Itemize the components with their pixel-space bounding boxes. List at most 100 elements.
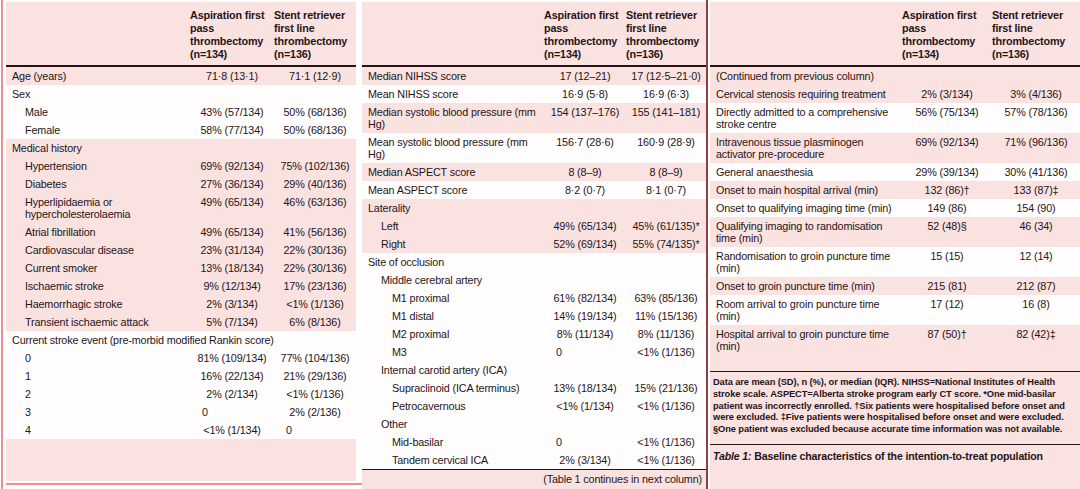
row-value: 16·9 (6·3)	[626, 85, 706, 103]
row-value: 77% (104/136)	[274, 349, 356, 367]
row-value: 13% (18/134)	[190, 259, 274, 277]
row-label: Mean systolic blood pressure (mm Hg)	[362, 133, 544, 163]
table-row: Hypertension69% (92/134)75% (102/136)	[6, 157, 356, 175]
row-label: Current smoker	[6, 259, 190, 277]
table-row: M2 proximal8% (11/134)8% (11/136)	[362, 325, 706, 343]
row-value: 5% (7/134)	[190, 313, 274, 331]
table-row: Cervical stenosis requiring treatment2% …	[710, 85, 1080, 103]
row-value: 30% (41/136)	[992, 163, 1080, 181]
table-row: Internal carotid artery (ICA)	[362, 361, 706, 379]
table-row: Medical history	[6, 139, 356, 157]
row-label: Tandem cervical ICA	[362, 451, 544, 469]
row-label: Other	[362, 415, 706, 433]
row-value: 0	[190, 403, 274, 421]
row-value: 71% (96/136)	[992, 133, 1080, 151]
row-value: <1% (1/136)	[626, 397, 706, 415]
panel-demographics-medical-history: Aspiration first pass thrombectomy (n=13…	[6, 2, 356, 481]
table-row: (Continued from previous column)	[710, 67, 1080, 85]
row-value: 46% (63/136)	[274, 193, 356, 211]
row-value: 156·7 (28·6)	[544, 133, 626, 151]
table-row: Intravenous tissue plasminogen activator…	[710, 133, 1080, 163]
table-row: 081% (109/134)77% (104/136)	[6, 349, 356, 367]
table-row: Mean ASPECT score8·2 (0·7)8·1 (0·7)	[362, 181, 706, 199]
row-value: 17 (12–21)	[544, 67, 626, 85]
table-row: M30<1% (1/136)	[362, 343, 706, 361]
table-row: Onset to qualifying imaging time (min)14…	[710, 199, 1080, 217]
row-label: Mean NIHSS score	[362, 85, 544, 103]
row-label: Median NIHSS score	[362, 67, 544, 85]
row-value: 22% (30/136)	[274, 259, 356, 277]
row-value: 69% (92/134)	[902, 133, 992, 151]
row-value: 50% (68/136)	[274, 121, 356, 139]
row-label: Site of occlusion	[362, 253, 706, 271]
table-row: Laterality	[362, 199, 706, 217]
header-spacer	[6, 9, 190, 61]
column-header-row: Aspiration first pass thrombectomy (n=13…	[6, 2, 356, 67]
row-label: Atrial fibrillation	[6, 223, 190, 241]
row-label: Hospital arrival to groin puncture time …	[710, 325, 902, 355]
row-label: Right	[362, 235, 544, 253]
row-label: Haemorrhagic stroke	[6, 295, 190, 313]
table-row: Sex	[6, 85, 356, 103]
row-value: 69% (92/134)	[190, 157, 274, 175]
row-value: 58% (77/134)	[190, 121, 274, 139]
table-row: Median NIHSS score17 (12–21)17 (12·5–21·…	[362, 67, 706, 85]
table-row: General anaesthesia29% (39/134)30% (41/1…	[710, 163, 1080, 181]
row-label: Middle cerebral artery	[362, 271, 706, 289]
page-left-rule	[1, 0, 3, 489]
row-label: Transient ischaemic attack	[6, 313, 190, 331]
row-label: Sex	[6, 85, 356, 103]
row-label: Supraclinoid (ICA terminus)	[362, 379, 544, 397]
table-row: Mid-basilar0<1% (1/136)	[362, 433, 706, 451]
row-value: 8·2 (0·7)	[544, 181, 626, 199]
column-header-stent: Stent retriever first line thrombectomy …	[992, 9, 1080, 61]
row-value: 63% (85/136)	[626, 289, 706, 307]
row-value: 87 (50)†	[902, 325, 992, 343]
row-value: 17 (12·5–21·0)	[626, 67, 706, 85]
row-value: 0	[274, 421, 356, 439]
row-value: 41% (56/136)	[274, 223, 356, 241]
row-label: Onset to groin puncture time (min)	[710, 277, 902, 295]
row-value: 71·1 (12·9)	[274, 67, 356, 85]
table-row: Age (years)71·8 (13·1)71·1 (12·9)	[6, 67, 356, 85]
table-row: Other	[362, 415, 706, 433]
row-label: Median ASPECT score	[362, 163, 544, 181]
row-value: 11% (15/136)	[626, 307, 706, 325]
row-label: Hyperlipidaemia or hypercholesterolaemia	[6, 193, 190, 223]
column-header-aspiration: Aspiration first pass thrombectomy (n=13…	[544, 9, 626, 61]
row-value: 46 (34)	[992, 217, 1080, 235]
row-label: (Continued from previous column)	[710, 67, 1080, 85]
table-row: Middle cerebral artery	[362, 271, 706, 289]
row-label: Randomisation to groin puncture time (mi…	[710, 247, 902, 277]
table-row: Transient ischaemic attack5% (7/134)6% (…	[6, 313, 356, 331]
panel-admission-procedure-times: Aspiration first pass thrombectomy (n=13…	[710, 2, 1080, 489]
row-value: 23% (31/134)	[190, 241, 274, 259]
row-label: Intravenous tissue plasminogen activator…	[710, 133, 902, 163]
row-value: 21% (29/136)	[274, 367, 356, 385]
row-label: Mean ASPECT score	[362, 181, 544, 199]
row-label: Cervical stenosis requiring treatment	[710, 85, 902, 103]
row-label: M1 proximal	[362, 289, 544, 307]
row-label: Current stroke event (pre-morbid modifie…	[6, 331, 356, 349]
table-row: Left49% (65/134)45% (61/135)*	[362, 217, 706, 235]
row-value: 29% (40/136)	[274, 175, 356, 193]
row-label: 4	[6, 421, 190, 439]
row-value: 16% (22/134)	[190, 367, 274, 385]
row-value: 2% (2/136)	[274, 403, 356, 421]
row-value: 215 (81)	[902, 277, 992, 295]
row-value: 55% (74/135)*	[626, 235, 706, 253]
row-value: 2% (3/134)	[902, 85, 992, 103]
row-value: 0	[544, 433, 626, 451]
row-value: 56% (75/134)	[902, 103, 992, 121]
table-row: Right52% (69/134)55% (74/135)*	[362, 235, 706, 253]
column-header-row: Aspiration first pass thrombectomy (n=13…	[710, 2, 1080, 67]
table-row: Site of occlusion	[362, 253, 706, 271]
table-row: Tandem cervical ICA2% (3/134)<1% (1/136)	[362, 451, 706, 469]
table1-baseline-characteristics: Aspiration first pass thrombectomy (n=13…	[0, 0, 1080, 489]
row-value: 8% (11/134)	[544, 325, 626, 343]
row-value: 2% (3/134)	[544, 451, 626, 469]
row-label: M2 proximal	[362, 325, 544, 343]
row-value: 82 (42)‡	[992, 325, 1080, 343]
row-value: 52% (69/134)	[544, 235, 626, 253]
table-row: 302% (2/136)	[6, 403, 356, 421]
